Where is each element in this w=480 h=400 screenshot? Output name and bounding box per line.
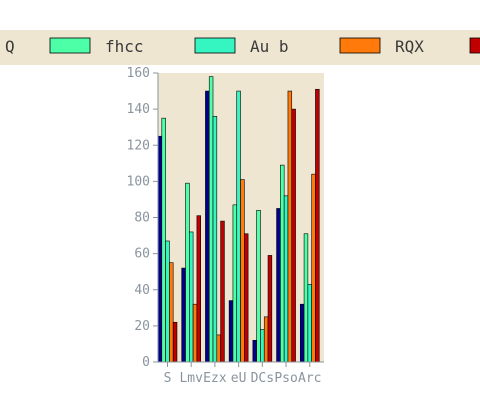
bar-series-5-arc: [315, 88, 320, 363]
bar-au-b-arc: [307, 284, 312, 363]
bar-rqx-lmv: [192, 303, 198, 363]
bar-fhcc-arc: [303, 233, 309, 363]
y-tick-label: 0: [142, 355, 150, 370]
bar-rqx-pso: [287, 90, 293, 363]
bar-fhcc-lmv: [185, 182, 190, 363]
y-tick-label: 80: [134, 211, 150, 226]
bar-au-b-ezx: [212, 116, 218, 363]
y-tick-label: 120: [127, 138, 150, 153]
bar-fhcc-ezx: [208, 76, 214, 363]
legend-label: fhcc: [105, 37, 144, 56]
x-tick-label: Ezx: [203, 371, 227, 386]
x-tick-label: eU: [231, 371, 247, 386]
bar-rqx-arc: [311, 173, 316, 363]
bar-rqx-ezx: [216, 334, 221, 363]
legend-label: Q: [5, 37, 15, 56]
bar-series-5-eu: [244, 233, 249, 363]
y-tick-label: 100: [127, 174, 150, 189]
bar-au-b-eu: [236, 90, 241, 363]
bar-series-5-lmv: [196, 215, 201, 363]
y-tick-label: 140: [127, 102, 150, 117]
legend-swatch: [194, 37, 236, 54]
bar-q-arc: [299, 303, 305, 363]
bar-fhcc-pso: [280, 164, 285, 363]
bar-series-5-dcs: [267, 255, 273, 363]
x-tick-label: S: [164, 371, 172, 386]
y-tick-label: 40: [134, 283, 150, 298]
legend-swatch: [469, 37, 480, 54]
bar-au-b-lmv: [189, 231, 194, 363]
bar-series-5-ezx: [220, 220, 225, 363]
bar-q-lmv: [181, 267, 186, 363]
bar-q-pso: [276, 208, 281, 363]
legend-swatch: [49, 37, 91, 54]
bar-fhcc-eu: [232, 204, 238, 363]
x-tick-label: Lmv: [179, 371, 203, 386]
bar-au-b-s: [165, 240, 170, 363]
y-tick-label: 160: [127, 66, 150, 81]
x-tick-label: DCs: [251, 371, 274, 386]
bar-fhcc-s: [161, 117, 166, 363]
bar-q-ezx: [205, 90, 210, 363]
bar-series-5-s: [172, 321, 178, 363]
bar-rqx-eu: [240, 179, 245, 363]
bar-rqx-dcs: [263, 316, 269, 363]
legend-swatch: [339, 37, 381, 54]
bars: [157, 76, 320, 363]
bar-q-eu: [228, 300, 234, 363]
bar-au-b-pso: [283, 195, 289, 363]
axes: 0 20 40 60 80 100 120 140 160 S Lmv Ezx eU DCs Pso Arc: [127, 66, 324, 386]
y-tick-label: 20: [134, 319, 150, 334]
y-tick-label: 60: [134, 247, 150, 262]
bar-q-s: [157, 135, 163, 363]
x-tick-label: Pso: [274, 371, 297, 386]
legend-label: Au b: [250, 37, 289, 56]
bar-series-5-pso: [291, 108, 296, 363]
bar-au-b-dcs: [260, 329, 265, 363]
x-tick-label: Arc: [298, 371, 321, 386]
bar-fhcc-dcs: [256, 209, 261, 363]
bar-q-dcs: [252, 340, 257, 363]
bar-rqx-s: [169, 262, 174, 363]
legend-label: RQX: [395, 37, 424, 56]
